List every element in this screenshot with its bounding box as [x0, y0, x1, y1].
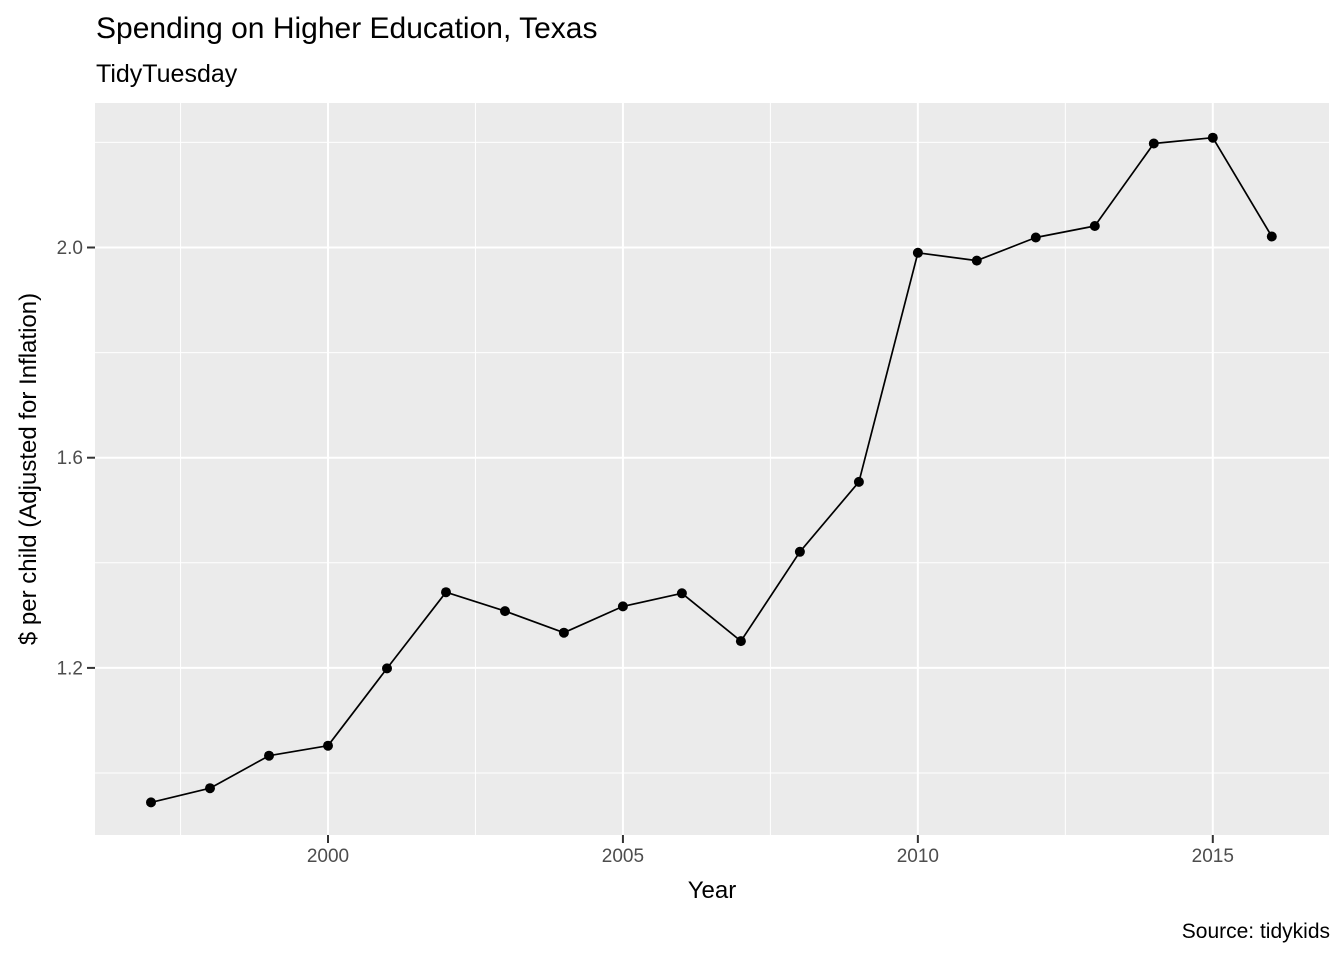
data-point — [146, 797, 156, 808]
data-point — [1207, 132, 1218, 143]
y-axis-title: $ per child (Adjusted for Inflation) — [15, 292, 42, 646]
data-point — [441, 587, 451, 598]
data-point — [912, 247, 923, 258]
data-point — [382, 663, 392, 674]
data-point — [794, 546, 805, 557]
x-tick-label: 2010 — [897, 846, 939, 867]
data-point — [853, 476, 864, 487]
x-tick-label: 2005 — [602, 846, 644, 867]
data-point — [735, 636, 746, 647]
y-tick-label: 1.2 — [57, 658, 83, 679]
x-tick-label: 2015 — [1192, 846, 1234, 867]
y-tick-label: 1.6 — [57, 448, 83, 469]
data-point — [1089, 221, 1100, 231]
data-point — [1030, 232, 1041, 243]
data-point — [617, 601, 628, 612]
data-point — [558, 627, 569, 638]
chart-subtitle: TidyTuesday — [96, 60, 238, 88]
chart-caption: Source: tidykids — [1181, 920, 1330, 943]
x-axis-title: Year — [687, 877, 737, 904]
data-point — [264, 750, 274, 761]
data-point — [1148, 138, 1159, 149]
data-point — [205, 783, 215, 794]
data-point — [323, 740, 333, 751]
data-line — [150, 136, 1273, 804]
chart-title: Spending on Higher Education, Texas — [96, 12, 598, 45]
panel-background — [95, 103, 1329, 835]
data-point — [1266, 231, 1277, 242]
x-tick-label: 2000 — [307, 846, 349, 867]
data-point — [676, 588, 687, 599]
y-tick-label: 2.0 — [57, 238, 83, 259]
data-point — [971, 255, 982, 266]
data-point — [500, 606, 510, 617]
